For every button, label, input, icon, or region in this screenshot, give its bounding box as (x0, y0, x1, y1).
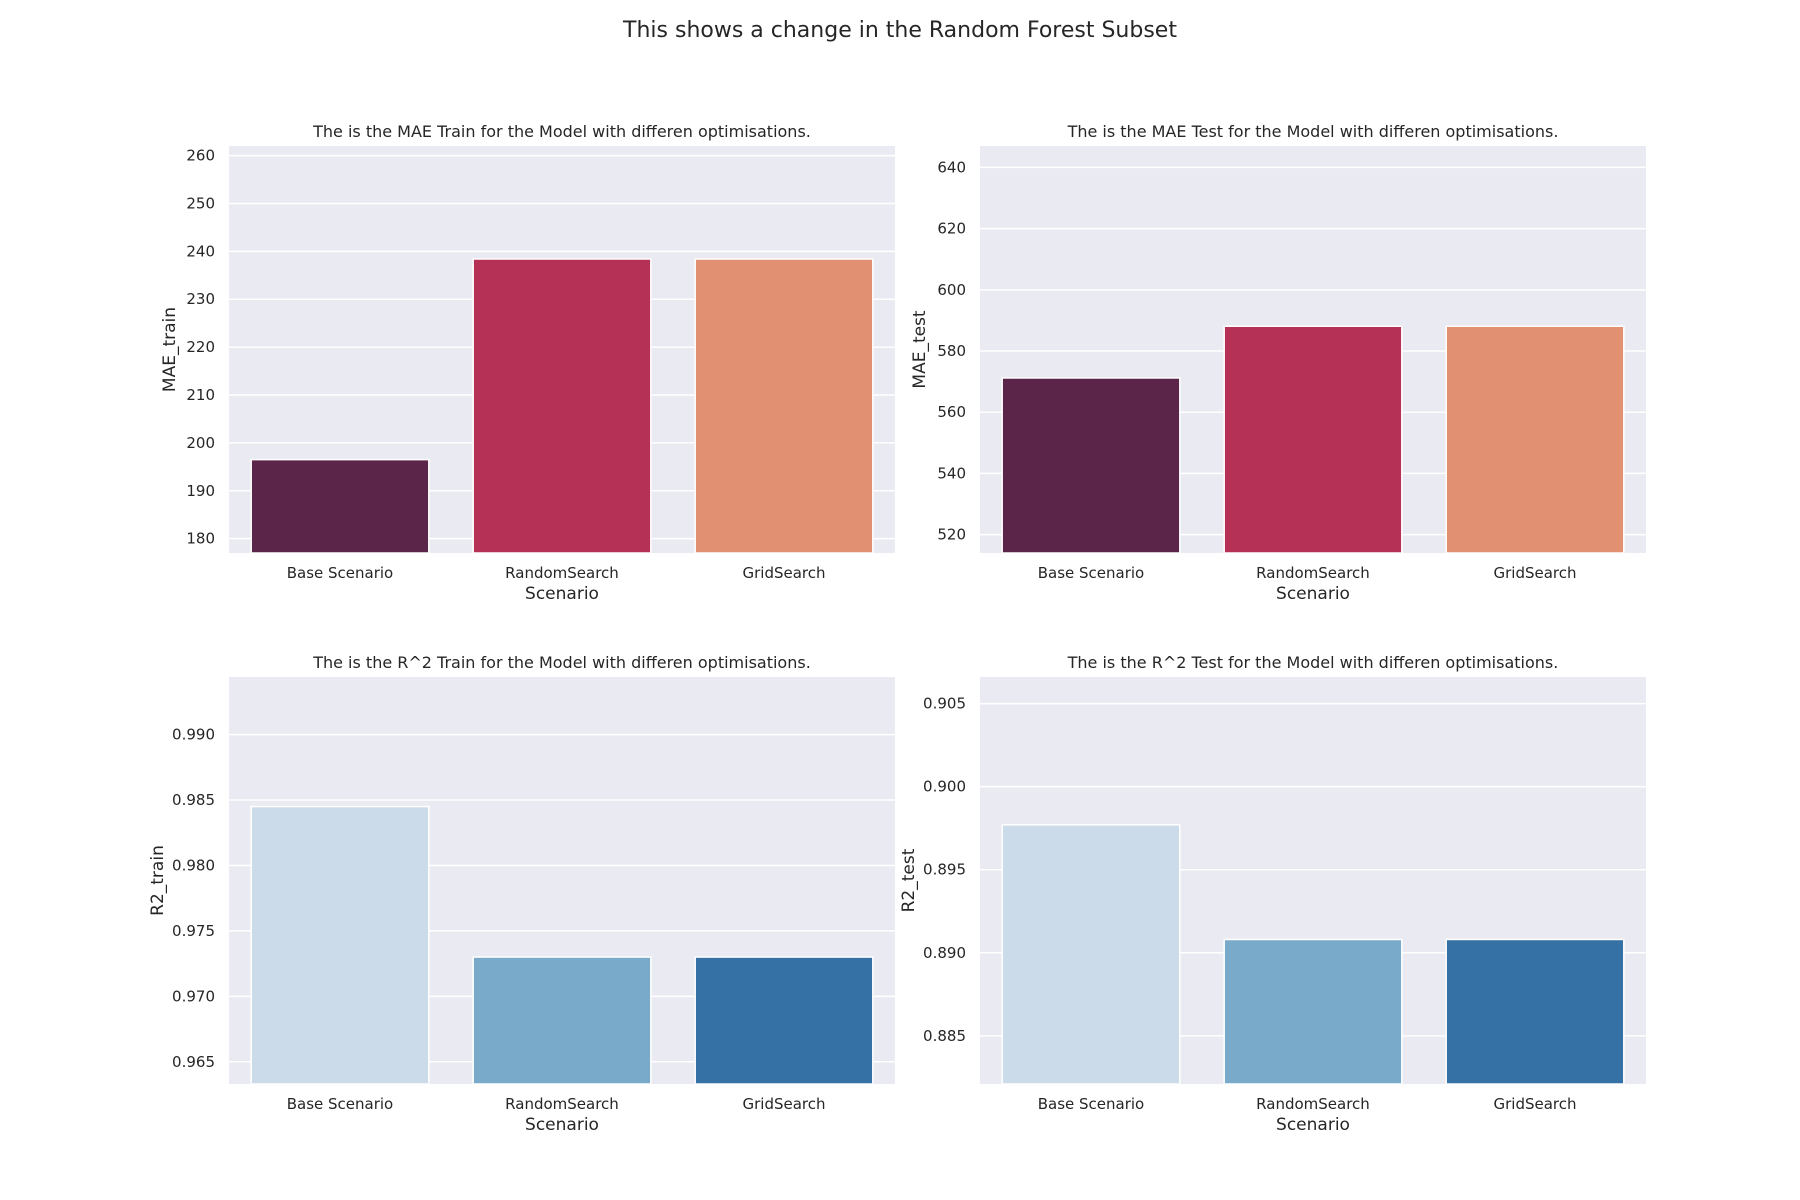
y-tick-label: 0.970 (172, 987, 215, 1005)
y-tick-label: 540 (937, 464, 966, 482)
x-tick-label: GridSearch (742, 1095, 825, 1113)
y-tick-label: 580 (937, 342, 966, 360)
bar-gridsearch (694, 258, 874, 554)
bar-randomsearch (1223, 325, 1403, 554)
y-axis-label: MAE_train (160, 307, 180, 392)
x-tick-label: RandomSearch (505, 564, 619, 582)
x-tick-label: Base Scenario (1038, 564, 1145, 582)
y-tick-label: 200 (186, 434, 215, 452)
x-tick-label: Base Scenario (287, 1095, 394, 1113)
x-tick-label: GridSearch (742, 564, 825, 582)
y-axis-label: MAE_test (910, 310, 930, 389)
x-tick-label: RandomSearch (1256, 1095, 1370, 1113)
panel-title: The is the MAE Train for the Model with … (312, 122, 811, 141)
x-axis-label: Scenario (1276, 1115, 1350, 1135)
bar-gridsearch (694, 956, 874, 1085)
y-tick-label: 0.900 (923, 778, 966, 796)
x-tick-label: Base Scenario (1038, 1095, 1145, 1113)
y-tick-label: 0.980 (172, 856, 215, 874)
y-tick-label: 180 (186, 530, 215, 548)
panel-title: The is the R^2 Train for the Model with … (312, 653, 811, 672)
chart-panel-4: 0.885 0.890 0.895 0.900 0.905 Base Scenario Ra… (899, 653, 1646, 1135)
y-tick-label: 0.985 (172, 791, 215, 809)
bar-randomsearch (1223, 938, 1403, 1085)
bar-base-scenario (1001, 824, 1181, 1085)
x-tick-label: GridSearch (1493, 1095, 1576, 1113)
y-tick-label: 210 (186, 386, 215, 404)
panel-title: The is the R^2 Test for the Model with d… (1067, 653, 1559, 672)
x-tick-label: Base Scenario (287, 564, 394, 582)
x-tick-label: GridSearch (1493, 564, 1576, 582)
bar-gridsearch (1445, 325, 1625, 554)
x-axis-label: Scenario (525, 1115, 599, 1135)
x-axis-label: Scenario (1276, 584, 1350, 604)
y-tick-label: 0.990 (172, 726, 215, 744)
y-tick-label: 250 (186, 194, 215, 212)
chart-panel-3: 0.965 0.970 0.975 0.980 0.985 0.990 Base Scena… (148, 653, 895, 1135)
x-axis-label: Scenario (525, 584, 599, 604)
bar-randomsearch (472, 956, 652, 1085)
y-tick-label: 0.885 (923, 1027, 966, 1045)
y-tick-label: 230 (186, 290, 215, 308)
y-tick-label: 560 (937, 403, 966, 421)
y-tick-label: 600 (937, 281, 966, 299)
y-axis-label: R2_train (148, 845, 168, 916)
y-tick-label: 0.890 (923, 944, 966, 962)
y-tick-label: 260 (186, 147, 215, 165)
y-tick-label: 0.965 (172, 1053, 215, 1071)
y-tick-label: 0.905 (923, 695, 966, 713)
y-tick-label: 240 (186, 242, 215, 260)
bar-base-scenario (1001, 377, 1181, 554)
bar-gridsearch (1445, 938, 1625, 1085)
y-tick-label: 620 (937, 220, 966, 238)
y-tick-label: 640 (937, 158, 966, 176)
x-tick-label: RandomSearch (505, 1095, 619, 1113)
figure-title: This shows a change in the Random Forest… (623, 18, 1177, 43)
x-tick-label: RandomSearch (1256, 564, 1370, 582)
y-tick-label: 520 (937, 526, 966, 544)
y-tick-label: 0.975 (172, 922, 215, 940)
panel-title: The is the MAE Test for the Model with d… (1067, 122, 1559, 141)
bar-randomsearch (472, 258, 652, 554)
y-tick-label: 190 (186, 482, 215, 500)
y-tick-label: 0.895 (923, 861, 966, 879)
chart-panel-2: 520 540 560 580 600 620 640 Base Scenario Random… (910, 122, 1646, 604)
bar-base-scenario (250, 805, 430, 1085)
y-axis-label: R2_test (899, 848, 919, 912)
chart-panel-1: 180 190 200 210 220 230 240 250 260 Base Scenario… (160, 122, 895, 604)
bar-base-scenario (250, 458, 430, 554)
y-tick-label: 220 (186, 338, 215, 356)
